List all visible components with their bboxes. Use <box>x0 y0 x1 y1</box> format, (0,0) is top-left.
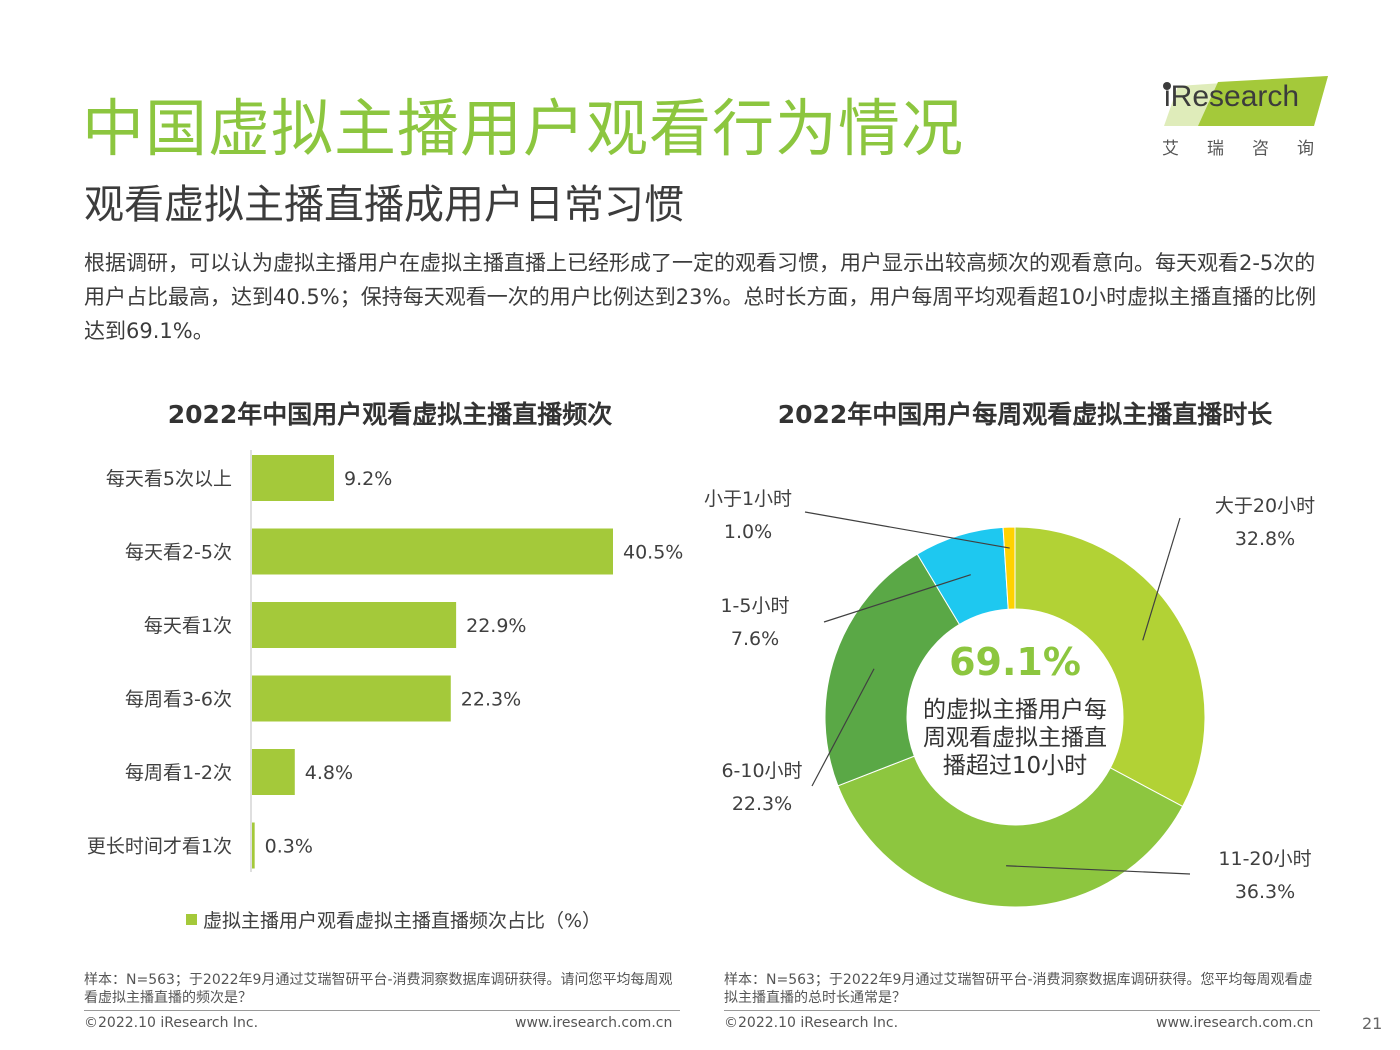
footer-divider-left <box>84 1010 680 1011</box>
page-number: 21 <box>1362 1014 1383 1033</box>
bar-chart: 每天看5次以上 9.2% 每天看2-5次 40.5% 每天看1次 22.9% 每周看3-6次… <box>87 450 683 872</box>
donut-value-label: 32.8% <box>1235 528 1295 550</box>
footer-divider-right <box>724 1010 1320 1011</box>
iresearch-logo: iResearch 艾瑞咨询 <box>1158 72 1328 162</box>
bar <box>252 822 255 869</box>
donut-slice-label: 1-5小时 <box>720 595 789 617</box>
bar <box>252 675 451 722</box>
donut-leader-line <box>823 574 971 623</box>
bar <box>252 455 335 501</box>
footer-copyright-left: ©2022.10 iResearch Inc. <box>84 1015 259 1031</box>
donut-value-label: 1.0% <box>724 521 772 543</box>
bar-category-label: 每周看1-2次 <box>125 762 232 784</box>
donut-center-value: 69.1% <box>949 640 1081 684</box>
bar <box>252 749 295 795</box>
intro-paragraph: 根据调研，可以认为虚拟主播用户在虚拟主播直播上已经形成了一定的观看习惯，用户显示… <box>84 251 1317 343</box>
donut-leader-line <box>1142 517 1181 641</box>
logo-subtitle: 艾瑞咨询 <box>1162 139 1342 159</box>
page-title: 中国虚拟主播用户观看行为情况 <box>82 92 965 165</box>
bar-category-label: 每天看5次以上 <box>106 468 232 490</box>
bar-value-label: 22.9% <box>466 615 526 637</box>
donut-chart-title: 2022年中国用户每周观看虚拟主播直播时长 <box>777 400 1273 429</box>
bar-value-label: 22.3% <box>461 689 521 711</box>
bar-category-label: 更长时间才看1次 <box>87 836 232 858</box>
footer-url-left[interactable]: www.iresearch.com.cn <box>515 1015 673 1031</box>
bar-category-label: 每天看1次 <box>144 615 232 637</box>
bar-legend: 虚拟主播用户观看虚拟主播直播频次占比（%） <box>186 906 601 933</box>
donut-value-label: 22.3% <box>732 793 792 815</box>
sample-note-right: 样本：N=563；于2022年9月通过艾瑞智研平台-消费洞察数据库调研获得。您平… <box>724 972 1313 1006</box>
donut-slice-label: 大于20小时 <box>1215 495 1315 517</box>
logo-wordmark: iResearch <box>1164 80 1300 113</box>
donut-slice-label: 小于1小时 <box>704 488 792 510</box>
donut-center-caption: 播超过10小时 <box>943 753 1087 779</box>
donut-slice-label: 11-20小时 <box>1218 848 1311 870</box>
donut-slice <box>1014 526 1206 808</box>
donut-chart: 大于20小时 32.8% 11-20小时 36.3% 6-10小时 22.3% 1-5小时 7… <box>704 488 1315 908</box>
donut-value-label: 7.6% <box>731 628 779 650</box>
bar-value-label: 9.2% <box>344 468 392 490</box>
bar-chart-title: 2022年中国用户观看虚拟主播直播频次 <box>167 400 613 429</box>
bar-value-label: 4.8% <box>305 762 353 784</box>
donut-value-label: 36.3% <box>1235 881 1295 903</box>
donut-center-caption: 周观看虚拟主播直 <box>923 725 1107 751</box>
page-subtitle: 观看虚拟主播直播成用户日常习惯 <box>84 182 684 228</box>
legend-swatch <box>186 914 197 925</box>
donut-leader-line <box>1006 865 1191 875</box>
logo-shape <box>1163 76 1328 126</box>
footer-copyright-right: ©2022.10 iResearch Inc. <box>724 1015 899 1031</box>
donut-slice <box>824 553 961 787</box>
sample-note-left: 样本：N=563；于2022年9月通过艾瑞智研平台-消费洞察数据库调研获得。请问… <box>84 972 673 1006</box>
donut-slice-label: 6-10小时 <box>721 760 802 782</box>
bar-value-label: 0.3% <box>265 836 313 858</box>
footer-url-right[interactable]: www.iresearch.com.cn <box>1156 1015 1314 1031</box>
bar <box>252 602 457 648</box>
bar <box>252 528 613 575</box>
bar-category-label: 每周看3-6次 <box>125 689 232 711</box>
donut-leader-line <box>811 668 875 787</box>
bar-value-label: 40.5% <box>623 542 683 564</box>
legend-label: 虚拟主播用户观看虚拟主播直播频次占比（%） <box>203 910 602 932</box>
donut-center-caption: 的虚拟主播用户每 <box>923 697 1107 723</box>
donut-leader-line <box>804 511 1010 549</box>
bar-category-label: 每天看2-5次 <box>125 542 232 564</box>
